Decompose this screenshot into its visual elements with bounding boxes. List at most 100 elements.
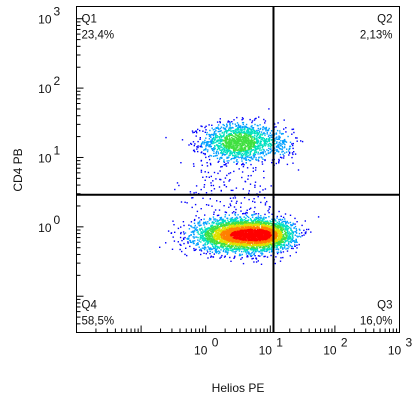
event-dot	[224, 140, 226, 142]
event-dot	[274, 262, 276, 265]
event-dot	[250, 129, 253, 132]
event-dot	[203, 230, 206, 233]
event-dot	[229, 123, 231, 125]
event-dot	[276, 251, 278, 253]
event-dot	[197, 239, 199, 241]
event-dot	[238, 221, 240, 224]
event-dot	[220, 145, 222, 147]
event-dot	[271, 161, 273, 164]
event-dot	[243, 148, 245, 150]
event-dot	[253, 220, 255, 222]
event-dot	[206, 228, 208, 230]
event-dot	[254, 145, 256, 147]
event-dot	[265, 127, 267, 129]
event-dot	[194, 228, 196, 231]
event-dot	[236, 216, 238, 218]
event-dot	[222, 148, 225, 150]
event-dot	[288, 246, 290, 248]
event-dot	[203, 186, 205, 188]
event-dot	[251, 252, 253, 254]
event-dot	[235, 220, 237, 223]
event-dot	[230, 128, 232, 130]
event-dot	[266, 138, 268, 140]
event-dot	[231, 219, 233, 221]
event-dot	[194, 240, 196, 242]
event-dot	[231, 248, 234, 251]
event-dot	[208, 133, 210, 136]
event-dot	[221, 225, 223, 227]
event-dot	[270, 248, 273, 250]
event-dot	[241, 176, 243, 179]
event-dot	[241, 139, 243, 141]
event-dot	[262, 145, 264, 148]
event-dot	[211, 241, 214, 243]
event-dot	[284, 143, 286, 146]
event-dot	[237, 248, 239, 251]
event-dot	[267, 210, 269, 212]
event-dot	[181, 239, 183, 242]
event-dot	[205, 231, 207, 233]
event-dot	[194, 224, 196, 227]
event-dot	[242, 225, 245, 228]
event-dot	[243, 212, 245, 215]
event-dot	[215, 136, 217, 139]
event-dot	[247, 148, 249, 151]
event-dot	[219, 141, 222, 143]
event-dot	[265, 129, 267, 131]
event-dot	[277, 231, 279, 234]
event-dot	[304, 232, 306, 234]
event-dot	[232, 224, 235, 226]
event-dot	[227, 130, 229, 132]
event-dot	[292, 233, 294, 235]
event-dot	[278, 135, 280, 137]
event-dot	[245, 253, 248, 255]
event-dot	[204, 248, 206, 251]
event-dot	[229, 234, 232, 236]
event-dot	[255, 247, 257, 249]
event-dot	[245, 153, 247, 155]
event-dot	[241, 119, 243, 121]
event-dot	[263, 216, 265, 218]
event-dot	[211, 238, 213, 240]
event-dot	[263, 218, 265, 220]
event-dot	[240, 156, 242, 158]
event-dot	[287, 225, 290, 228]
event-dot	[202, 236, 204, 238]
event-dot	[197, 236, 199, 239]
event-dot	[226, 144, 228, 146]
event-dot	[223, 244, 225, 247]
event-dot	[228, 156, 230, 158]
event-dot	[288, 154, 290, 156]
event-dot	[192, 197, 194, 199]
event-dot	[288, 227, 290, 229]
event-dot	[249, 135, 251, 138]
event-dot	[261, 229, 263, 231]
event-dot	[203, 184, 206, 186]
event-dot	[250, 136, 252, 139]
event-dot	[174, 231, 176, 233]
event-dot	[204, 153, 206, 155]
event-dot	[238, 150, 240, 153]
event-dot	[218, 186, 221, 188]
event-dot	[279, 231, 282, 234]
event-dot	[256, 228, 258, 230]
event-dot	[233, 240, 235, 242]
event-dot	[196, 210, 199, 213]
event-dot	[227, 135, 229, 137]
event-dot	[228, 244, 230, 246]
event-dot	[263, 141, 266, 144]
event-dot	[247, 147, 250, 149]
event-dot	[283, 224, 286, 226]
event-dot	[240, 247, 242, 249]
event-dot	[264, 213, 266, 216]
event-dot	[263, 197, 266, 199]
event-dot	[241, 145, 243, 148]
event-dot	[229, 124, 231, 126]
event-dot	[196, 146, 198, 148]
event-dot	[253, 137, 256, 140]
event-dot	[297, 169, 300, 171]
event-dot	[238, 136, 240, 139]
event-dot	[292, 153, 294, 156]
event-dot	[187, 238, 190, 240]
event-dot	[171, 248, 174, 250]
